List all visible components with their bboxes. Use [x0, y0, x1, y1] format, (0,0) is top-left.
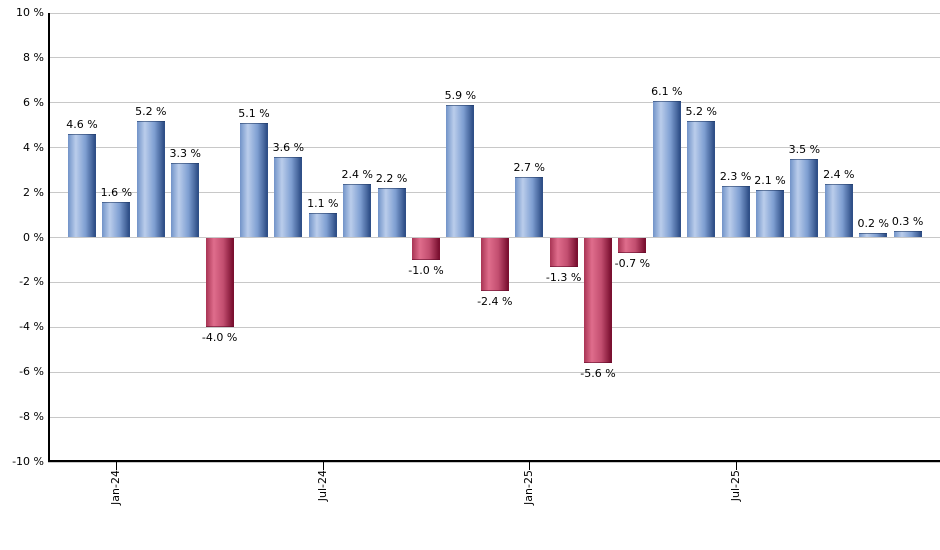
x-axis-tick-label: Jul-25: [728, 470, 742, 502]
bar: [652, 100, 681, 238]
bar: [343, 183, 372, 238]
bar-value-label: 2.4 %: [341, 167, 373, 181]
gridline: [48, 416, 940, 418]
bar-value-label: 5.2 %: [135, 104, 167, 118]
bar: [893, 230, 922, 238]
gridline: [48, 57, 940, 59]
bar: [412, 237, 440, 260]
y-axis-tick-label: -4 %: [19, 320, 44, 334]
y-axis-tick-label: 6 %: [23, 95, 44, 109]
bar: [790, 158, 819, 238]
bar-value-label: 2.2 %: [375, 172, 408, 186]
gridline: [48, 147, 940, 149]
bar-value-label: 3.5 %: [788, 142, 821, 156]
bar-value-label: -0.7 %: [614, 257, 651, 271]
y-axis-tick-label: -8 %: [19, 410, 44, 424]
bar: [171, 163, 200, 238]
bar-value-label: 1.1 %: [307, 196, 339, 210]
bar: [274, 156, 303, 238]
gridline: [48, 326, 940, 328]
bar: [377, 188, 406, 238]
gridline: [48, 192, 940, 194]
bar: [824, 183, 853, 238]
y-axis-tick-label: 4 %: [23, 140, 44, 154]
bar: [687, 120, 716, 238]
bar-value-label: -5.6 %: [580, 367, 616, 381]
bar-value-label: 5.9 %: [444, 89, 477, 103]
bar-value-label: 2.4 %: [823, 167, 855, 181]
bar-value-label: 3.6 %: [272, 140, 305, 154]
y-axis-tick-label: -2 %: [19, 275, 44, 289]
bar: [446, 105, 475, 238]
bar-value-label: 0.3 %: [891, 214, 924, 228]
bar-value-label: 4.6 %: [66, 118, 98, 132]
gridline: [48, 461, 940, 463]
bar: [136, 120, 165, 238]
bar: [240, 123, 268, 238]
x-axis-tick-mark: [116, 462, 118, 470]
x-axis-tick-label: Jul-24: [315, 470, 329, 502]
y-axis-tick-label: 8 %: [23, 50, 44, 64]
bar-value-label: 0.2 %: [857, 217, 889, 230]
bar-value-label: -1.3 %: [545, 270, 582, 284]
x-axis-spine: [48, 460, 940, 462]
bar: [721, 185, 750, 238]
gridline: [48, 371, 940, 373]
bar: [480, 237, 509, 292]
plot-area: 4.6 % 1.6 % 5.2 % 3.3 % -4.0 % 5.1 % 3.6 % 1.1 …: [48, 12, 940, 463]
bar-value-label: 3.3 %: [169, 147, 201, 161]
gridline: [48, 12, 940, 14]
bar: [618, 237, 647, 254]
gridline: [48, 102, 940, 104]
bar-value-label: 5.2 %: [685, 104, 717, 118]
bar-value-label: -2.4 %: [477, 295, 513, 309]
x-axis-tick-mark: [529, 462, 531, 470]
bar: [205, 237, 234, 328]
x-axis-tick-mark: [735, 462, 737, 470]
bar: [859, 233, 888, 238]
bar: [756, 190, 784, 238]
y-axis-tick-label: -6 %: [19, 365, 44, 379]
bar: [549, 237, 578, 267]
bar-value-label: 5.1 %: [238, 107, 270, 120]
y-axis-tick-label: -10 %: [12, 455, 44, 468]
bar-value-label: -4.0 %: [201, 331, 238, 345]
bar: [584, 237, 612, 364]
y-axis-tick-label: 0 %: [23, 230, 44, 244]
bar-value-label: 2.3 %: [719, 169, 752, 183]
bar-value-label: -1.0 %: [408, 263, 444, 277]
y-axis-tick-label: 10 %: [16, 6, 44, 19]
bar-value-label: 2.7 %: [513, 160, 545, 174]
x-axis-tick-mark: [322, 462, 324, 470]
bar: [515, 176, 544, 238]
bar-value-label: 6.1 %: [651, 84, 683, 98]
y-axis-tick-label: 2 %: [23, 185, 44, 199]
bar: [102, 201, 131, 238]
bar: [308, 212, 337, 238]
bar-value-label: 2.1 %: [754, 174, 786, 188]
x-axis-tick-label: Jan-24: [109, 470, 123, 505]
bar-value-label: 1.6 %: [100, 185, 133, 199]
x-axis-tick-label: Jan-25: [522, 470, 536, 505]
bar: [68, 134, 96, 238]
y-axis-spine: [48, 13, 50, 462]
